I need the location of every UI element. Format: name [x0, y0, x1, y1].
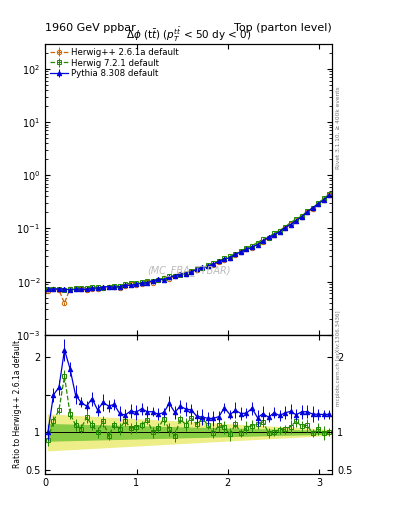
Title: $\Delta\phi$ (t$\bar{t}$) ($p_{T}^{t\bar{t}}$ < 50 dy < 0): $\Delta\phi$ (t$\bar{t}$) ($p_{T}^{t\bar… — [126, 25, 252, 44]
Text: mcplots.cern.ch [arXiv:1306.3436]: mcplots.cern.ch [arXiv:1306.3436] — [336, 311, 341, 406]
Text: Rivet 3.1.10, ≥ 400k events: Rivet 3.1.10, ≥ 400k events — [336, 87, 341, 169]
Legend: Herwig++ 2.6.1a default, Herwig 7.2.1 default, Pythia 8.308 default: Herwig++ 2.6.1a default, Herwig 7.2.1 de… — [48, 46, 180, 80]
Text: Top (parton level): Top (parton level) — [234, 23, 332, 33]
Y-axis label: Ratio to Herwig++ 2.6.1a default: Ratio to Herwig++ 2.6.1a default — [13, 340, 22, 468]
Text: 1960 GeV ppbar: 1960 GeV ppbar — [45, 23, 136, 33]
Text: (MC_FBA_TTBAR): (MC_FBA_TTBAR) — [147, 265, 230, 276]
